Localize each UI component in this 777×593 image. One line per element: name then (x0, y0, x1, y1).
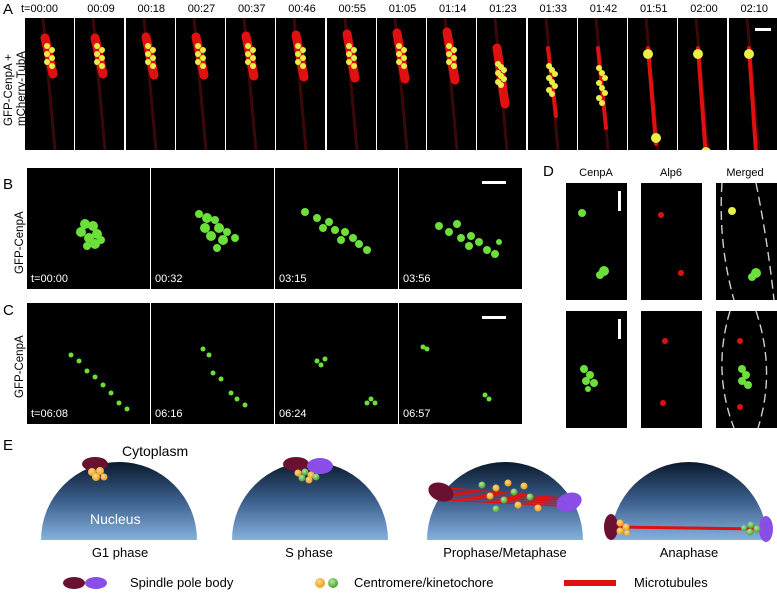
cytoplasm-label: Cytoplasm (122, 443, 189, 459)
panel-c-frame: 06:24 (275, 303, 398, 424)
panel-c-frame: 06:16 (151, 303, 274, 424)
panel-b-time-label: 03:56 (403, 273, 431, 285)
panel-a-time-label: 02:10 (740, 3, 769, 15)
scale-bar (482, 316, 506, 319)
panel-c-time-label: t=06:08 (31, 408, 69, 420)
scale-bar (482, 181, 506, 184)
panel-d-image-r1-c2 (641, 183, 702, 300)
spb-icon (307, 458, 333, 474)
spb-icon (283, 457, 309, 471)
stage-label-s: S phase (285, 545, 333, 560)
panel-d-image-r1-c1 (566, 183, 627, 300)
panel-d-col-alp6: Alp6 (659, 167, 683, 179)
scale-bar (618, 319, 621, 339)
panel-a-frame (477, 18, 527, 150)
panel-a-time-label: 01:14 (439, 3, 467, 15)
nucleus-shape-g1 (41, 462, 197, 540)
panel-c-letter: C (3, 302, 14, 319)
nucleus-shape-s (232, 462, 388, 540)
panel-a-frame (175, 18, 225, 150)
panel-b-ylabel: GFP-CenpA (14, 211, 26, 274)
panel-a-frame (25, 18, 74, 150)
panel-d-image-r2-c1 (566, 311, 627, 428)
panel-a-letter: A (3, 1, 14, 18)
panel-b-frame: 00:32 (151, 168, 274, 289)
legend-spb-icon-2 (85, 577, 107, 589)
panel-d-image-r2-c3 (716, 311, 777, 428)
legend-centromere-green-icon (328, 578, 338, 588)
panel-c-frame: 06:57 (399, 303, 522, 424)
panel-b-time-label: t=00:00 (31, 273, 69, 285)
panel-b-frame: 03:56 (399, 168, 522, 289)
panel-a-frame (226, 18, 275, 150)
panel-c-time-label: 06:24 (279, 408, 307, 420)
panel-a-frame (326, 18, 376, 150)
panel-b-frame: t=00:00 (27, 168, 150, 289)
legend-spb-icon-1 (63, 577, 85, 589)
panel-c-frame: t=06:08 (27, 303, 150, 424)
panel-a-time-label: 01:33 (539, 3, 568, 15)
panel-b-letter: B (3, 176, 14, 193)
panel-d-col-cenpa: CenpA (579, 167, 613, 179)
spb-icon (428, 482, 454, 502)
panel-a-frame (678, 18, 728, 150)
panel-d-col-merged: Merged (726, 167, 764, 179)
nucleus-shape-anaphase (611, 462, 767, 540)
panel-a-time-label: 00:09 (87, 3, 115, 15)
panel-a-time-label: 02:00 (690, 3, 718, 15)
panel-a-time-label: 01:51 (640, 3, 668, 15)
panel-d-image-r1-c3 (716, 183, 777, 300)
panel-a-frame (276, 18, 326, 150)
panel-a-frame (628, 18, 677, 150)
panel-a-frame (125, 18, 175, 150)
panel-d-letter: D (543, 163, 554, 180)
panel-a-frame (728, 18, 777, 150)
spb-icon (759, 516, 773, 542)
panel-a-frame (427, 18, 476, 150)
spb-icon (604, 514, 618, 540)
stage-label-g1: G1 phase (91, 545, 149, 560)
panel-a-time-label: 01:23 (489, 3, 517, 15)
legend-spb-label: Spindle pole body (130, 575, 234, 590)
panel-a-frame (376, 18, 426, 150)
nucleus-label: Nucleus (90, 511, 141, 527)
panel-b-time-label: 03:15 (279, 273, 307, 285)
panel-a-time-label: 00:46 (288, 3, 316, 15)
legend-microtubule-icon (564, 580, 616, 586)
panel-a-time-label: 01:42 (589, 3, 618, 15)
stage-g1 (41, 457, 197, 540)
panel-d-image-r2-c2 (641, 311, 702, 428)
panel-e-letter: E (3, 437, 14, 454)
stage-s (232, 457, 388, 540)
panel-e-diagram (41, 457, 773, 589)
panel-a-time-label: 00:27 (187, 3, 216, 15)
panel-b-frame: 03:15 (275, 168, 398, 289)
spb-icon (82, 457, 108, 471)
stage-prophase-metaphase (427, 462, 583, 540)
legend-microtubule-label: Microtubules (634, 575, 708, 590)
panel-a-time-label: 00:55 (338, 3, 367, 15)
panel-a-frame (75, 18, 125, 150)
panel-a-frame (527, 18, 577, 150)
legend-centromere-orange-icon (315, 578, 325, 588)
stage-label-prophase: Prophase/Metaphase (443, 545, 567, 560)
panel-c-time-label: 06:57 (403, 408, 431, 420)
panel-c-time-label: 06:16 (155, 408, 183, 420)
legend-centromere-label: Centromere/kinetochore (354, 575, 494, 590)
scale-bar (618, 191, 621, 211)
panel-b-time-label: 00:32 (155, 273, 183, 285)
panel-a-frame (577, 18, 627, 150)
spb-icon (556, 492, 582, 512)
stage-label-anaphase: Anaphase (659, 545, 719, 560)
panel-a-time-label: 00:18 (137, 3, 166, 15)
scale-bar (754, 28, 771, 31)
stage-anaphase (604, 462, 773, 542)
panel-a-time-label: 01:05 (388, 3, 417, 15)
panel-a-time-label: t=00:00 (21, 3, 59, 15)
panel-a-time-label: 00:37 (238, 3, 266, 15)
panel-c-ylabel: GFP-CenpA (14, 335, 26, 398)
